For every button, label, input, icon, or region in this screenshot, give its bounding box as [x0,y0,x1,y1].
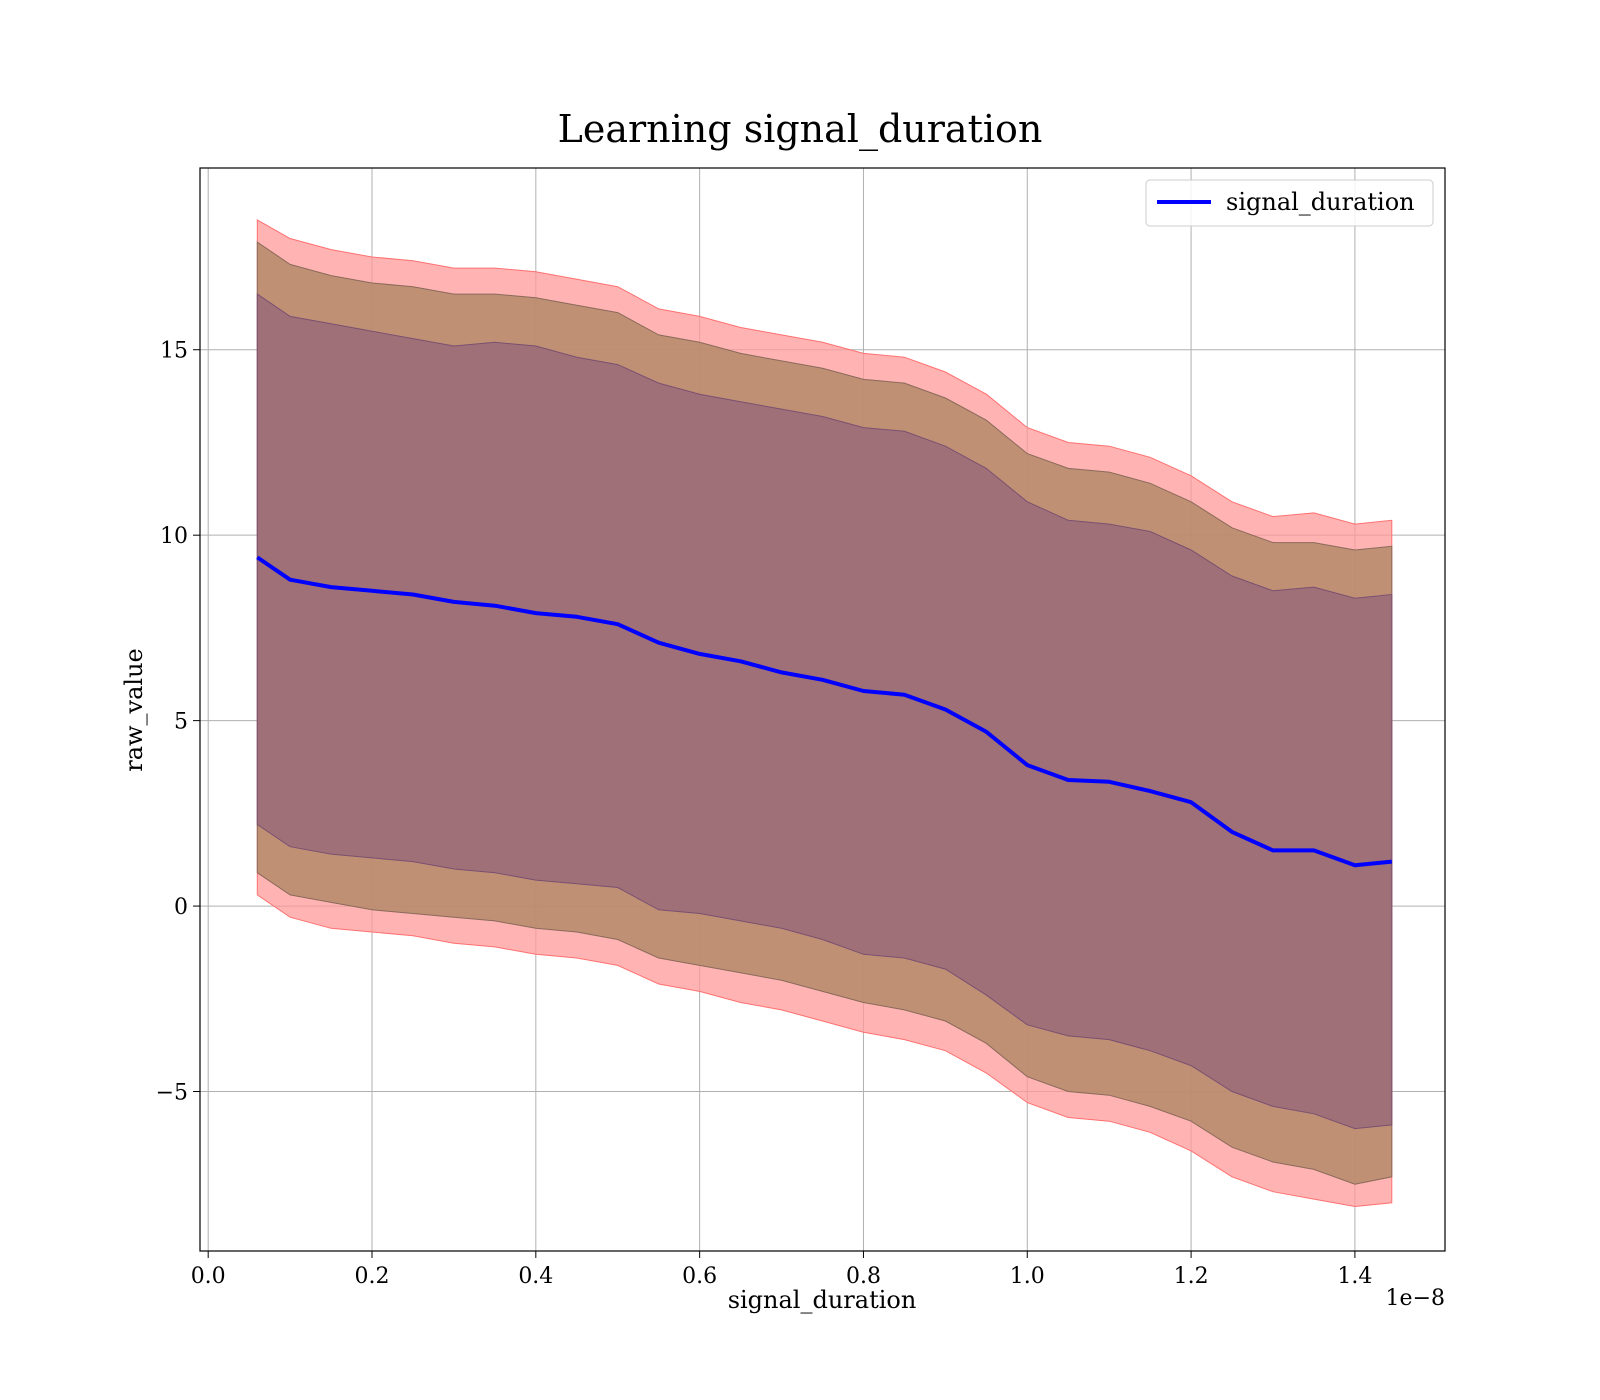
legend-label: signal_duration [1226,188,1415,216]
legend: signal_duration [1145,179,1434,227]
x-tick-label: 0.8 [846,1264,881,1289]
chart-title: Learning signal_duration [558,107,1043,152]
y-tick-label: 5 [174,710,188,735]
x-tick-label: 0.2 [355,1264,390,1289]
confidence-bands [256,219,1393,1208]
legend-box [1145,179,1434,227]
y-tick-label: 0 [174,895,188,920]
x-tick-label: 1.2 [1174,1264,1209,1289]
x-axis-label: signal_duration [728,1286,917,1314]
series-lines [256,555,1392,868]
x-tick-label: 0.4 [518,1264,553,1289]
x-tick-label: 0.0 [191,1264,226,1289]
y-tick-label: 15 [160,339,188,364]
y-tick-label: 10 [160,524,188,549]
y-axis-ticks: −5 0 5 10 15 [156,339,200,1106]
x-axis-ticks: 0.0 0.2 0.4 0.6 0.8 1.0 1.2 1.4 [191,1251,1372,1289]
x-tick-label: 1.0 [1010,1264,1045,1289]
x-tick-label: 0.6 [682,1264,717,1289]
x-offset-label: 1e−8 [1386,1286,1445,1311]
y-tick-label: −5 [156,1081,188,1106]
series-line-signal-duration [256,555,1392,868]
y-axis-label: raw_value [120,648,148,772]
x-tick-label: 1.4 [1337,1264,1372,1289]
plot-frame [199,167,1446,1252]
band-inner [256,293,1393,1130]
